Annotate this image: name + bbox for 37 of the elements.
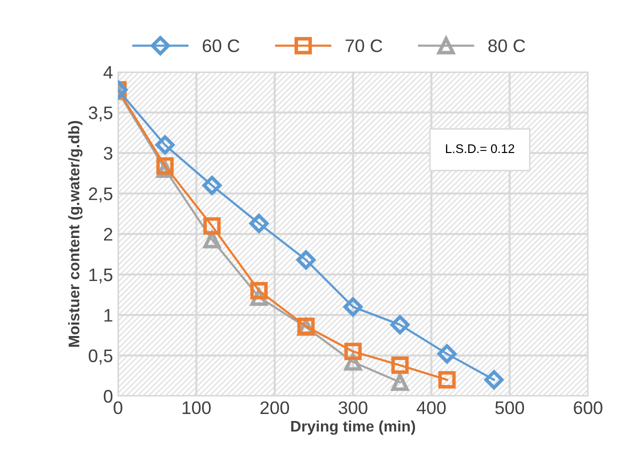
y-tick-label: 4 — [104, 66, 113, 79]
y-tick-label: 2 — [104, 228, 112, 241]
point — [343, 297, 363, 316]
point — [156, 157, 174, 175]
x-tick-label: 100 — [182, 401, 211, 414]
legend-label: 80 C — [488, 39, 526, 52]
y-tick-label: 1,5 — [89, 268, 112, 284]
point — [202, 176, 222, 195]
point — [391, 356, 409, 374]
y-axis-title: Moistuer content (g.water/g.db) — [68, 121, 82, 347]
x-tick-label: 400 — [416, 401, 446, 414]
x-tick-label: 200 — [260, 401, 290, 414]
point — [203, 230, 221, 248]
legend-label: 70 C — [346, 39, 382, 52]
point — [203, 217, 221, 235]
y-tick-label: 3 — [104, 146, 112, 160]
y-tick-label: 0,5 — [88, 349, 112, 364]
x-axis-title: Drying time (min) — [291, 420, 416, 435]
point — [249, 214, 269, 234]
point — [390, 315, 410, 334]
legend-label: 60 C — [202, 39, 240, 52]
x-tick-label: 300 — [338, 401, 368, 414]
point — [296, 250, 316, 270]
y-tick-label: 1 — [104, 309, 112, 322]
point — [438, 371, 456, 388]
point — [437, 344, 457, 364]
y-tick-label: 3,5 — [88, 106, 112, 122]
point — [250, 282, 268, 300]
x-tick-label: 500 — [495, 401, 524, 414]
x-tick-label: 0 — [114, 401, 122, 414]
point — [344, 342, 362, 360]
annotation: L.S.D.= 0.12 — [446, 144, 514, 154]
point — [155, 135, 175, 154]
y-tick-label: 2,5 — [88, 187, 112, 202]
x-tick-label: 600 — [574, 401, 602, 414]
point — [484, 370, 504, 390]
y-tick-label: 0 — [104, 390, 112, 403]
